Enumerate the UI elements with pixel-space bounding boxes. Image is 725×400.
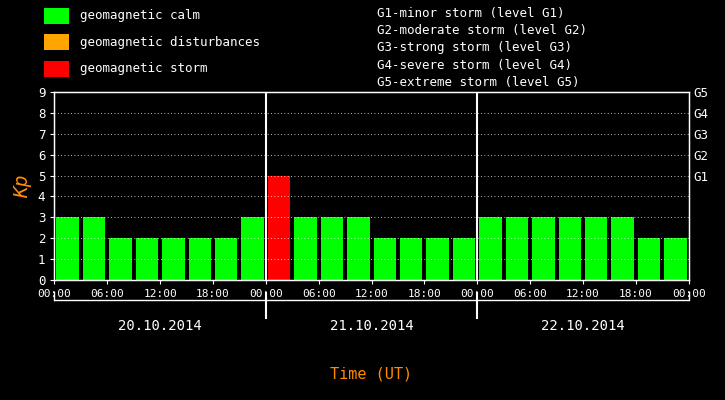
Bar xyxy=(691,217,713,280)
FancyBboxPatch shape xyxy=(44,8,69,24)
Bar xyxy=(373,238,396,280)
Bar xyxy=(294,217,317,280)
Text: 22.10.2014: 22.10.2014 xyxy=(541,319,625,333)
Bar xyxy=(83,217,105,280)
Text: geomagnetic disturbances: geomagnetic disturbances xyxy=(80,36,260,49)
Bar xyxy=(638,238,660,280)
Bar xyxy=(136,238,158,280)
Bar xyxy=(241,217,264,280)
Bar xyxy=(506,217,529,280)
Bar xyxy=(532,217,555,280)
Text: Time (UT): Time (UT) xyxy=(331,366,413,382)
Bar xyxy=(268,176,290,280)
Text: G2-moderate storm (level G2): G2-moderate storm (level G2) xyxy=(377,24,587,37)
Bar xyxy=(558,217,581,280)
Bar xyxy=(347,217,370,280)
Bar xyxy=(611,217,634,280)
Bar xyxy=(400,238,423,280)
Bar xyxy=(320,217,343,280)
Text: geomagnetic storm: geomagnetic storm xyxy=(80,62,207,75)
Bar xyxy=(585,217,608,280)
Bar xyxy=(162,238,185,280)
Bar xyxy=(109,238,132,280)
FancyBboxPatch shape xyxy=(44,61,69,76)
FancyBboxPatch shape xyxy=(44,34,69,50)
Text: G5-extreme storm (level G5): G5-extreme storm (level G5) xyxy=(377,76,579,89)
Bar xyxy=(215,238,237,280)
Text: G3-strong storm (level G3): G3-strong storm (level G3) xyxy=(377,41,572,54)
Bar xyxy=(426,238,449,280)
Text: 20.10.2014: 20.10.2014 xyxy=(118,319,202,333)
Text: 21.10.2014: 21.10.2014 xyxy=(330,319,413,333)
Text: G1-minor storm (level G1): G1-minor storm (level G1) xyxy=(377,7,565,20)
Y-axis label: Kp: Kp xyxy=(13,174,33,198)
Bar xyxy=(453,238,476,280)
Text: geomagnetic calm: geomagnetic calm xyxy=(80,9,200,22)
Bar xyxy=(664,238,687,280)
Bar xyxy=(57,217,79,280)
Text: G4-severe storm (level G4): G4-severe storm (level G4) xyxy=(377,58,572,72)
Bar xyxy=(479,217,502,280)
Bar xyxy=(188,238,211,280)
